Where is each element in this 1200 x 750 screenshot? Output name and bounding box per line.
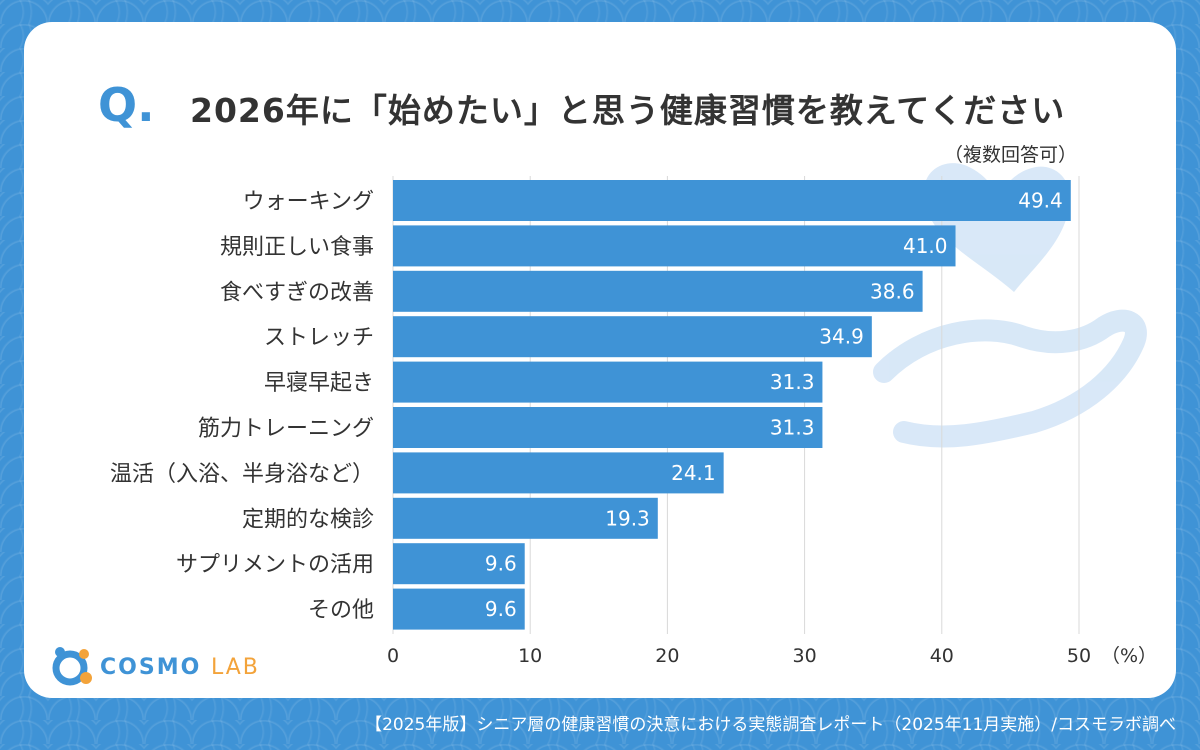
category-label: 温活（入浴、半身浴など） — [110, 462, 374, 487]
bar — [393, 225, 956, 267]
x-tick-label: 10 — [518, 645, 542, 667]
bar-value-label: 9.6 — [485, 597, 517, 621]
x-unit-label: （%） — [1101, 645, 1157, 667]
bar-value-label: 34.9 — [819, 325, 864, 349]
bar — [393, 497, 658, 539]
multiple-answer-note: （複数回答可） — [944, 144, 1078, 166]
category-label: ストレッチ — [264, 326, 374, 351]
category-label: 食べすぎの改善 — [220, 280, 374, 305]
x-tick-label: 50 — [1067, 645, 1091, 667]
bar-value-label: 49.4 — [1018, 189, 1063, 213]
x-tick-label: 30 — [793, 645, 817, 667]
x-tick-label: 40 — [930, 645, 954, 667]
category-label: ウォーキング — [243, 190, 374, 215]
bar — [393, 588, 525, 630]
category-label: 定期的な検診 — [242, 507, 374, 532]
category-label: 筋力トレーニング — [198, 417, 374, 442]
x-tick-label: 20 — [655, 645, 679, 667]
bar-value-label: 24.1 — [671, 461, 716, 485]
category-label: サプリメントの活用 — [176, 553, 374, 578]
x-tick-label: 0 — [387, 645, 399, 667]
chart-title: 2026年に「始めたい」と思う健康習慣を教えてください — [190, 91, 1066, 130]
bar-value-label: 19.3 — [605, 506, 650, 530]
question-marker: Q. — [98, 78, 155, 132]
category-label: その他 — [308, 598, 374, 623]
bar — [393, 316, 872, 358]
category-label: 規則正しい食事 — [220, 235, 374, 260]
bar-value-label: 9.6 — [485, 552, 517, 576]
bar-value-label: 31.3 — [770, 416, 815, 440]
bar-value-label: 31.3 — [770, 370, 815, 394]
bar — [393, 270, 923, 312]
bar — [393, 452, 724, 494]
bar-value-label: 38.6 — [870, 279, 915, 303]
brand-name: COSMO LAB — [100, 655, 260, 680]
hand-icon — [873, 309, 1147, 448]
bar — [393, 543, 525, 585]
bar — [393, 361, 823, 403]
bar-value-label: 41.0 — [903, 234, 948, 258]
chart-card: Q. 2026年に「始めたい」と思う健康習慣を教えてください （複数回答可） C… — [24, 22, 1176, 698]
source-footer: 【2025年版】シニア層の健康習慣の決意における実態調査レポート（2025年11… — [365, 715, 1176, 735]
bar — [393, 407, 823, 448]
bar — [393, 180, 1071, 221]
cosmo-lab-logo-icon — [52, 647, 92, 686]
category-label: 早寝早起き — [264, 371, 374, 396]
